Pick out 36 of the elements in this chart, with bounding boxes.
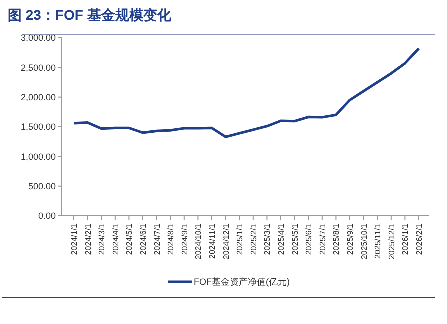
x-tick-label: 2025/8/1 [332, 223, 342, 256]
x-tick-label: 2024/2/1 [84, 223, 93, 256]
x-tick-label: 2024/3/1 [98, 223, 107, 256]
x-tick-label: 2025/1/1 [236, 223, 245, 256]
x-tick-label: 2025/10/1 [360, 223, 369, 260]
x-tick-label: 2024/6/1 [139, 223, 148, 256]
x-tick-label: 2024/12/1 [222, 223, 231, 260]
x-tick-label: 2024/4/1 [111, 223, 120, 256]
y-tick-label: 2,500.00 [20, 62, 56, 73]
x-tick-label: 2024/10/1 [194, 223, 204, 260]
x-tick-label: 2025/7/1 [318, 223, 328, 256]
x-tick-label: 2024/1/1 [70, 223, 79, 256]
x-tick-label: 2025/2/1 [249, 223, 258, 256]
x-tick-label: 2025/12/1 [387, 223, 396, 260]
x-tick-label: 2025/9/1 [346, 223, 355, 256]
y-tick-label: 500.00 [28, 181, 56, 192]
y-tick-label: 0.00 [38, 211, 56, 222]
x-tick-label: 2024/9/1 [180, 223, 190, 256]
x-tick-label: 2024/7/1 [152, 223, 162, 256]
y-tick-label: 1,500.00 [20, 122, 56, 132]
x-tick-label: 2025/5/1 [290, 223, 300, 256]
x-tick-label: 2025/4/1 [277, 223, 286, 256]
x-tick-label: 2024/11/1 [208, 223, 217, 259]
x-tick-label: 2026/2/1 [415, 223, 424, 256]
line-series [72, 47, 420, 138]
x-tick-label: 2024/8/1 [166, 223, 176, 256]
chart-title: 图 23：FOF 基金规模变化 [8, 7, 172, 23]
x-tick-label: 2025/11/1 [374, 223, 383, 259]
x-tick-label: 2025/3/1 [263, 223, 272, 256]
y-tick-label: 3,000.00 [20, 33, 56, 44]
x-tick-label: 2026/1/1 [401, 223, 410, 256]
x-tick-label: 2025/6/1 [304, 223, 314, 256]
y-tick-label: 1,000.00 [20, 152, 56, 162]
y-tick-label: 2,000.00 [20, 92, 56, 102]
legend-label: FOF基金资产净值(亿元) [194, 277, 290, 288]
x-tick-label: 2024/5/1 [125, 223, 134, 256]
